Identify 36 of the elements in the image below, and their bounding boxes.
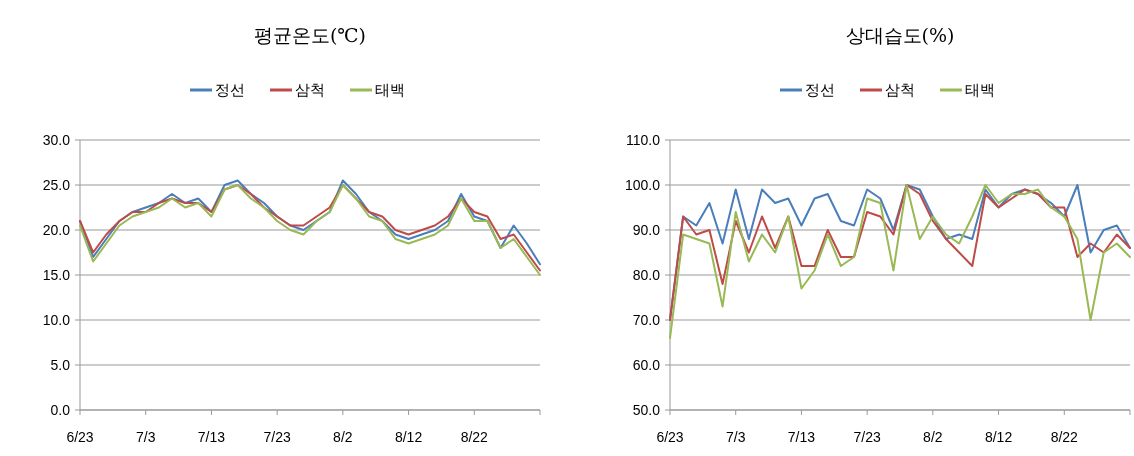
y-tick-label: 15.0 bbox=[42, 267, 71, 283]
x-tick-label: 7/23 bbox=[853, 429, 881, 445]
chart-title: 평균온도(℃) bbox=[253, 24, 367, 46]
y-tick-label: 50.0 bbox=[632, 402, 661, 418]
y-tick-label: 10.0 bbox=[42, 312, 71, 328]
y-tick-label: 90.0 bbox=[632, 222, 661, 238]
x-tick-label: 7/3 bbox=[135, 429, 156, 445]
y-tick-label: 80.0 bbox=[632, 267, 661, 283]
x-tick-label: 6/23 bbox=[66, 429, 94, 445]
y-tick-label: 25.0 bbox=[42, 177, 71, 193]
x-tick-label: 6/23 bbox=[656, 429, 684, 445]
x-tick-label: 8/12 bbox=[984, 429, 1013, 445]
y-tick-label: 20.0 bbox=[42, 222, 71, 238]
y-tick-label: 5.0 bbox=[50, 357, 71, 373]
legend-label: 정선 bbox=[805, 81, 835, 99]
legend-label: 삼척 bbox=[295, 81, 325, 99]
x-tick-label: 7/13 bbox=[197, 429, 226, 445]
x-tick-label: 8/22 bbox=[460, 429, 489, 445]
x-tick-label: 7/23 bbox=[263, 429, 291, 445]
legend-label: 태백 bbox=[375, 81, 405, 99]
y-tick-label: 110.0 bbox=[626, 132, 661, 148]
x-tick-label: 8/2 bbox=[923, 429, 943, 445]
x-tick-label: 7/13 bbox=[787, 429, 816, 445]
x-tick-label: 7/3 bbox=[725, 429, 746, 445]
y-tick-label: 60.0 bbox=[632, 357, 661, 373]
x-tick-label: 8/22 bbox=[1050, 429, 1079, 445]
x-tick-label: 8/12 bbox=[394, 429, 423, 445]
y-tick-label: 0.0 bbox=[50, 402, 71, 418]
legend-label: 삼척 bbox=[885, 81, 915, 99]
y-tick-label: 70.0 bbox=[632, 312, 661, 328]
y-tick-label: 30.0 bbox=[42, 132, 71, 148]
y-tick-label: 100.0 bbox=[624, 177, 661, 193]
legend-label: 태백 bbox=[965, 81, 995, 99]
x-tick-label: 8/2 bbox=[333, 429, 353, 445]
chart-title: 상대습도(%) bbox=[845, 24, 955, 46]
legend-label: 정선 bbox=[215, 81, 245, 99]
